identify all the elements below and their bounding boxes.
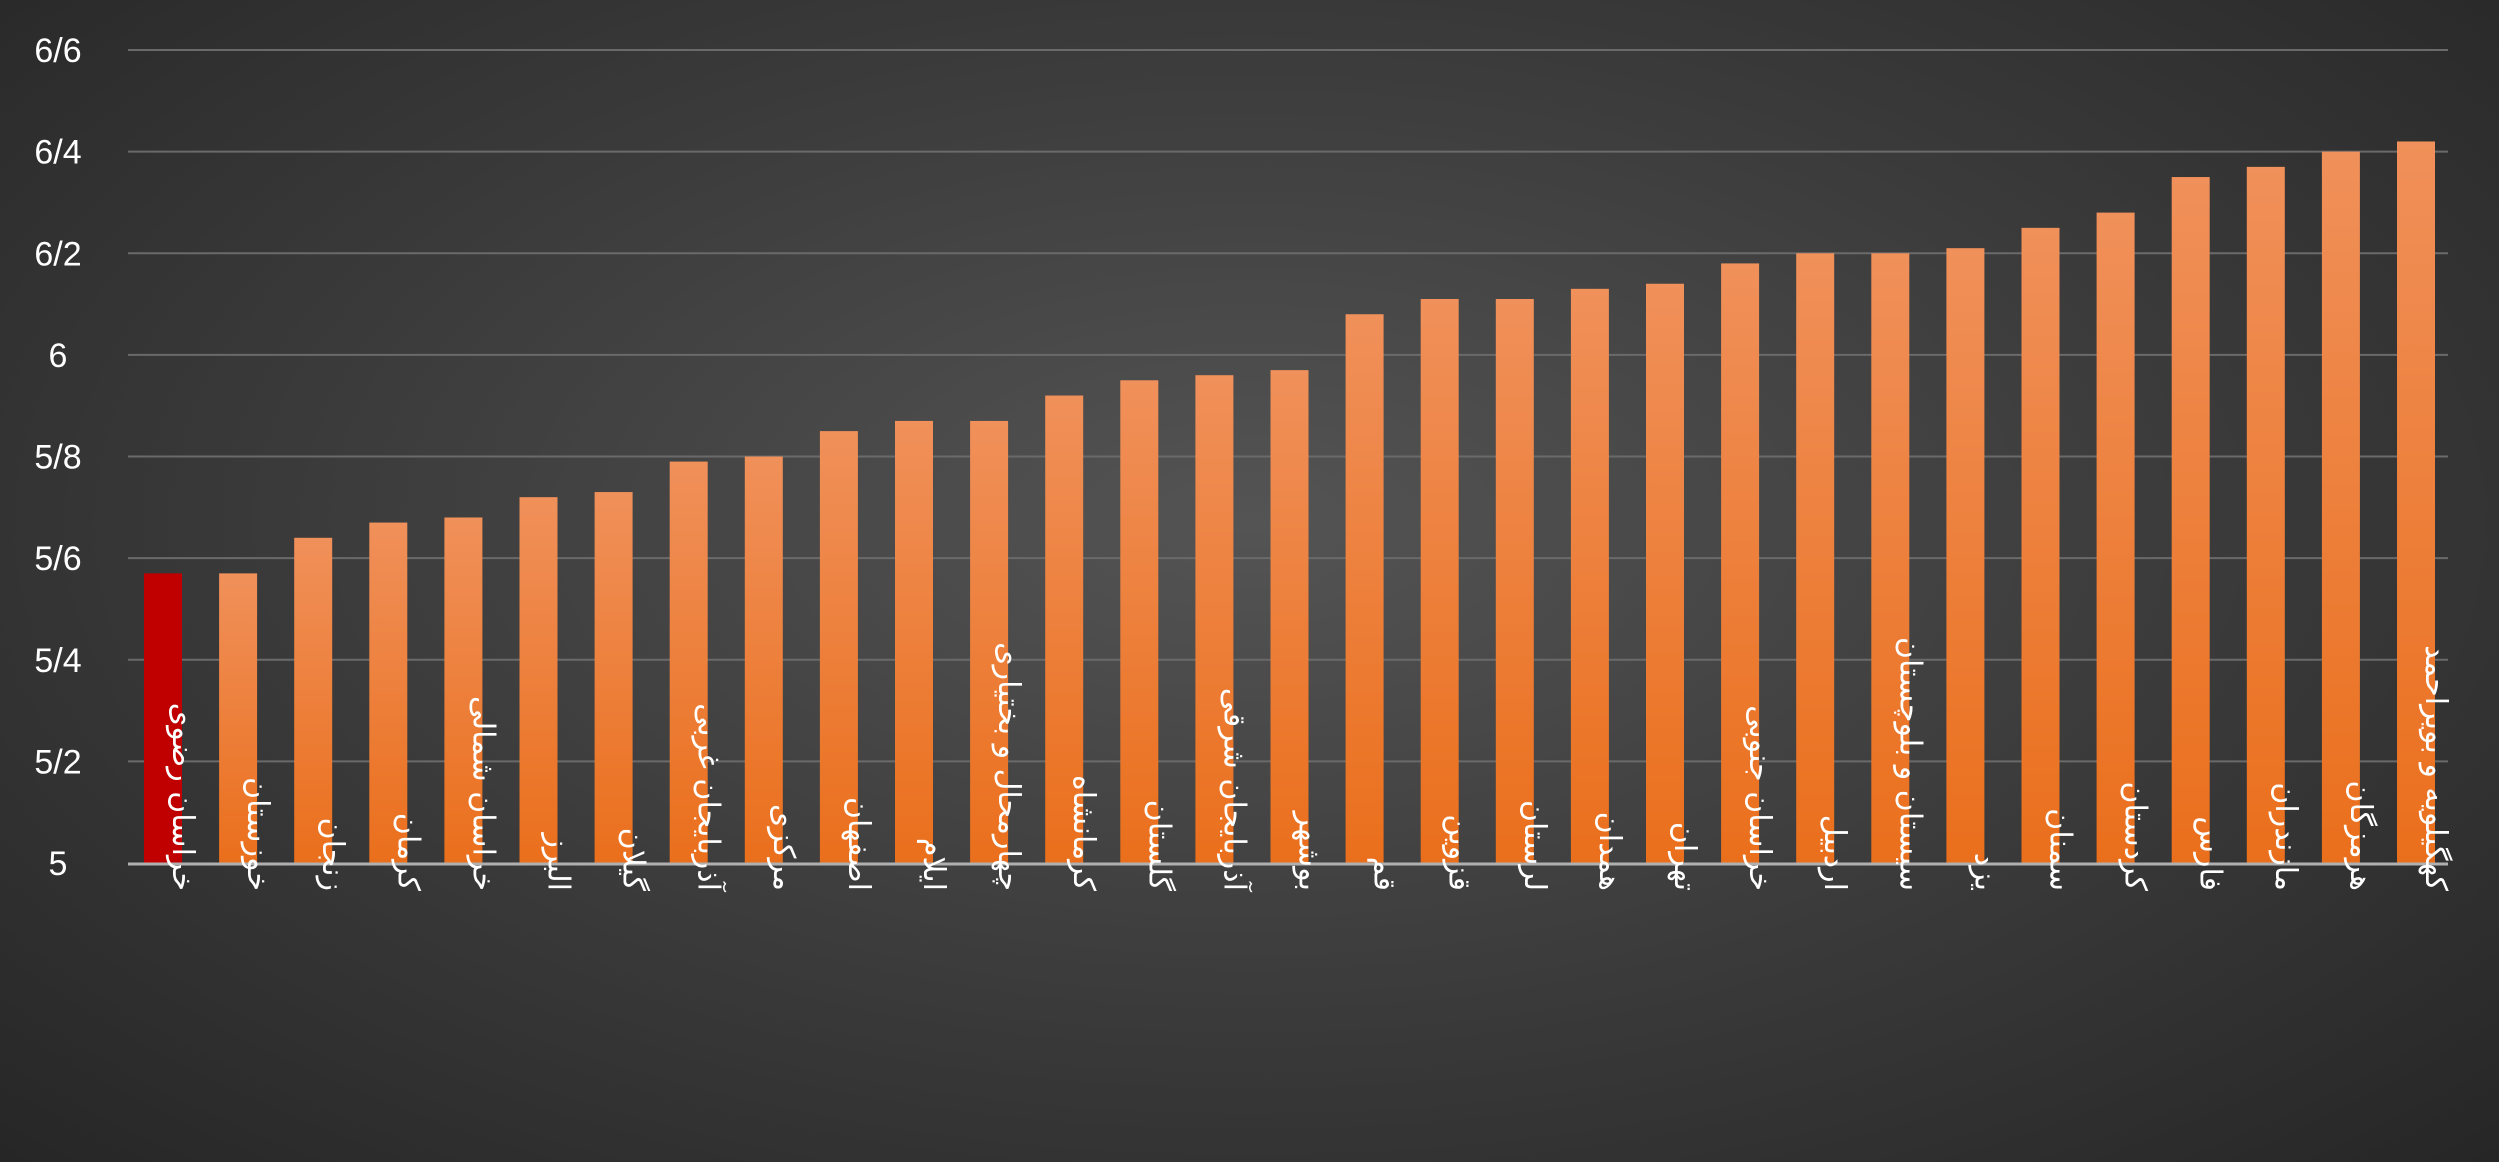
x-tick-label: سمنان — [2043, 808, 2078, 891]
bar — [744, 456, 783, 863]
x-tick-label: کرمانشاه — [1066, 775, 1101, 892]
bar — [669, 461, 708, 863]
y-tick-label: 5/4 — [34, 642, 81, 680]
bar — [970, 420, 1009, 863]
x-tick-label: یزد — [1967, 853, 2002, 891]
x-tick-label: فارس — [2193, 816, 2228, 891]
x-tick-label: زنجان — [315, 818, 350, 891]
x-tick-label: کرمان — [390, 813, 425, 892]
x-tick-label: آذربایجان شرقی — [1216, 688, 1252, 893]
bars — [144, 141, 2435, 864]
bar — [819, 431, 858, 863]
x-tick-label: خوزستان — [240, 777, 275, 891]
bar — [2246, 166, 2285, 863]
bar — [895, 420, 933, 863]
bar — [219, 573, 258, 863]
x-tick-label: قم — [1367, 857, 1402, 891]
bar — [1495, 298, 1534, 863]
bar — [294, 537, 333, 863]
bar — [1946, 248, 1985, 863]
x-tick-label: چهارمحال و بختیاری — [991, 642, 1026, 891]
x-tick-label: خراسان رضوی — [165, 703, 200, 891]
x-tick-label: سیستان و بلوچستان — [1892, 637, 1927, 891]
x-tick-label: قزوین — [1442, 814, 1477, 891]
x-tick-label: تهران — [1667, 822, 1702, 891]
bar — [1045, 395, 1084, 863]
x-tick-label: اردبیل — [1817, 815, 1852, 891]
x-tick-label: اصفهان — [841, 797, 876, 891]
bar — [1721, 263, 1760, 864]
x-tick-label: گیلان — [616, 828, 651, 892]
x-tick-label: کهگیلویه و بویراحمد — [2418, 645, 2453, 892]
bar — [2021, 227, 2060, 863]
x-tick-label: البرز — [541, 831, 576, 891]
bar — [2397, 141, 2435, 863]
y-tick-label: 5/6 — [34, 540, 81, 578]
bar — [1120, 380, 1159, 863]
bar — [444, 517, 483, 863]
bar — [2171, 177, 2210, 863]
x-axis-tick-labels: خراسان رضوی خوزستان زنجان کرمان خراسان شمالی… — [165, 637, 2453, 893]
bar — [1646, 283, 1684, 863]
y-tick-label: 5 — [49, 845, 68, 883]
bar-highlighted — [144, 573, 182, 863]
y-axis-tick-labels: 5 5/2 5/4 5/6 5/8 6 6/2 6/4 6/6 — [34, 32, 81, 883]
x-tick-label: ایلام — [916, 838, 951, 891]
y-tick-label: 5/2 — [34, 743, 81, 781]
bar — [1345, 314, 1384, 864]
x-tick-label: لرستان — [1517, 800, 1552, 891]
bar — [594, 492, 633, 863]
bar — [369, 522, 408, 863]
bar — [1270, 370, 1309, 863]
y-tick-label: 5/8 — [34, 439, 81, 477]
x-tick-label: بوشهر — [1292, 810, 1327, 891]
y-tick-label: 6/4 — [34, 134, 81, 172]
bar — [1871, 253, 1910, 863]
bar — [2096, 212, 2135, 864]
x-tick-label: گلستان — [1141, 800, 1176, 892]
bar — [1796, 253, 1835, 863]
x-tick-label: مرکزی — [766, 804, 801, 891]
bar — [519, 497, 558, 863]
x-tick-label: مازندران — [2268, 782, 2303, 891]
x-tick-label: همدان — [1592, 812, 1627, 891]
x-tick-label: خراسان جنوبی — [1742, 705, 1777, 891]
bar — [2321, 151, 2360, 863]
x-tick-label: هرمزگان — [2343, 781, 2378, 891]
x-tick-label: آذربایجان غربی — [691, 703, 727, 892]
y-tick-label: 6 — [49, 337, 68, 375]
y-tick-label: 6/6 — [34, 32, 81, 70]
bar — [1420, 298, 1459, 863]
bar — [1195, 375, 1234, 863]
bar — [1570, 288, 1609, 864]
y-tick-label: 6/2 — [34, 235, 81, 273]
x-tick-label: کردستان — [2118, 781, 2153, 891]
x-tick-label: خراسان شمالی — [465, 696, 500, 891]
